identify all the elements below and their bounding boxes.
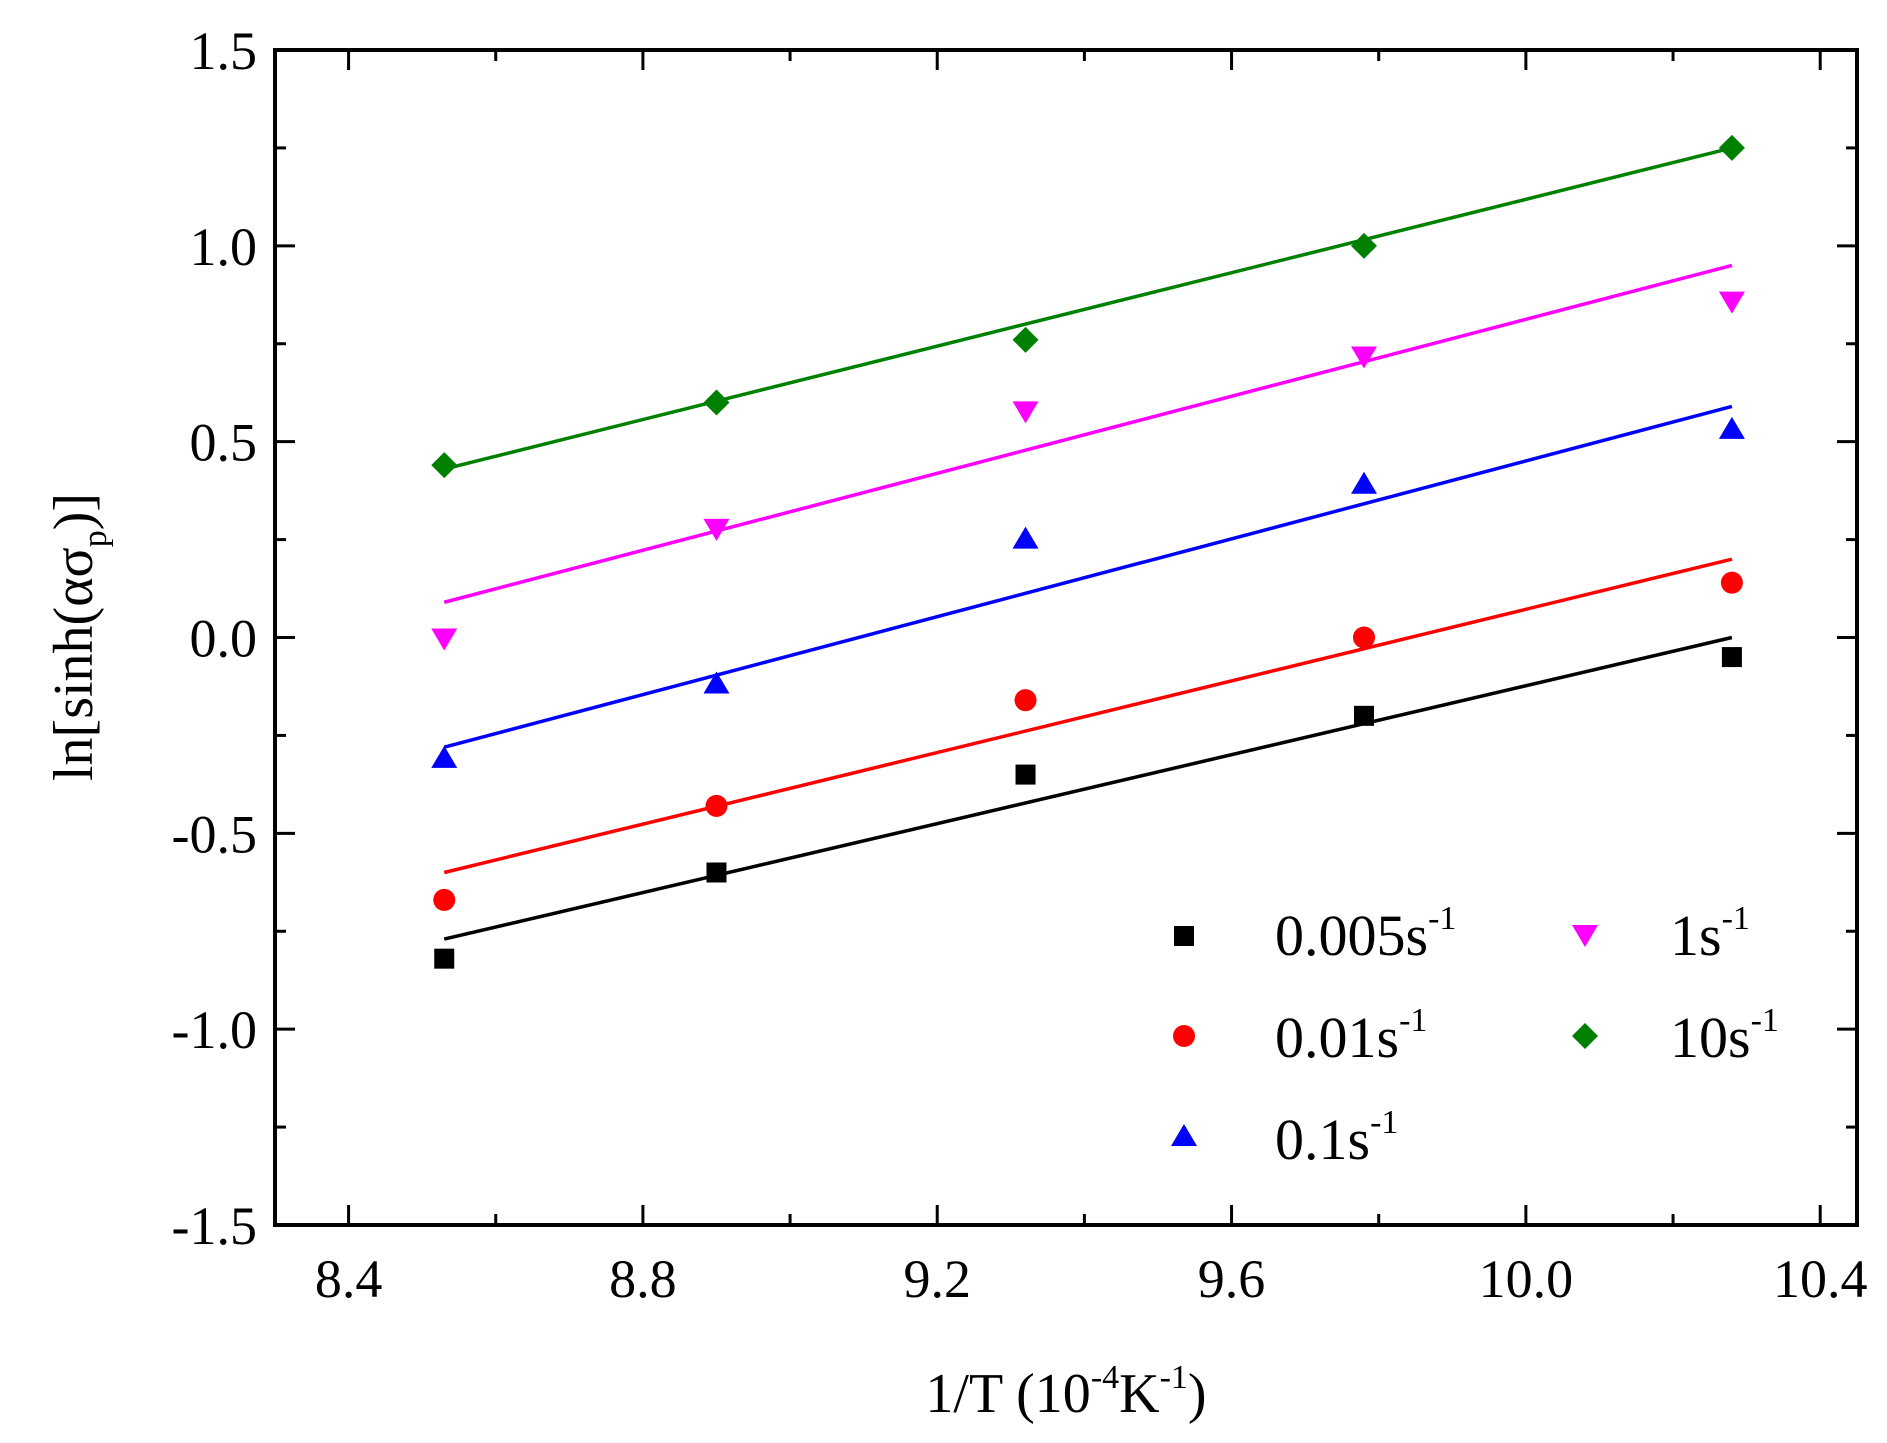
fit-lines (443, 146, 1733, 941)
fit-line-0.1s (443, 404, 1733, 749)
legend-label-1: 1s (1670, 903, 1722, 968)
svg-text:10s-1: 10s-1 (1670, 1002, 1779, 1070)
legend-sup-0.1: -1 (1370, 1104, 1398, 1141)
legend-marker-square (1174, 926, 1194, 946)
data-point-10s (1718, 134, 1745, 161)
legend-marker-circle (1173, 1025, 1195, 1047)
data-point-1s (431, 628, 458, 651)
legend-marker-triangle-down (1572, 925, 1598, 947)
y-tick-label: -1.0 (172, 1000, 257, 1060)
svg-text:0.005s-1: 0.005s-1 (1275, 900, 1456, 968)
data-point-0.005s (434, 948, 455, 969)
legend-sup-0.005: -1 (1428, 900, 1456, 937)
legend-label-0.005: 0.005s (1275, 903, 1428, 968)
legend-item-0.1: 0.1s-1 (1171, 1104, 1398, 1172)
x-tick-label: 8.8 (609, 1249, 677, 1309)
data-point-1s (1351, 346, 1378, 369)
data-point-0.01s (705, 794, 728, 817)
legend-marker-triangle-up (1171, 1124, 1197, 1146)
legend-marker-diamond (1572, 1023, 1598, 1049)
y-tick-label: 0.0 (190, 609, 258, 669)
data-point-0.1s (1351, 471, 1378, 494)
data-point-10s (431, 452, 458, 479)
y-tick-label: 1.5 (190, 21, 258, 81)
data-points (431, 134, 1745, 969)
legend-item-0.005: 0.005s-1 (1174, 900, 1456, 968)
data-point-0.01s (1720, 571, 1743, 594)
legend-sup-0.01: -1 (1399, 1002, 1427, 1039)
data-point-0.1s (431, 745, 458, 768)
svg-text:0.01s-1: 0.01s-1 (1275, 1002, 1427, 1070)
legend-sup-10: -1 (1751, 1002, 1779, 1039)
fit-line-0.005s (443, 635, 1733, 941)
data-point-0.1s (1012, 526, 1039, 549)
data-point-0.005s (706, 862, 727, 883)
legend-label-0.01: 0.01s (1275, 1005, 1399, 1070)
x-axis-title-suffix: ) (1188, 1363, 1207, 1425)
x-axis-title-sup1: -4 (1091, 1359, 1119, 1396)
x-axis-title-prefix: 1/T (10 (925, 1363, 1090, 1425)
x-tick-label: 9.2 (903, 1249, 971, 1309)
data-point-1s (703, 518, 730, 541)
data-point-10s (1012, 326, 1039, 353)
x-tick-label: 10.0 (1479, 1249, 1574, 1309)
fit-line-10s (443, 146, 1733, 471)
data-point-0.005s (1354, 705, 1375, 726)
legend-item-0.01: 0.01s-1 (1173, 1002, 1427, 1070)
data-point-0.005s (1015, 764, 1036, 785)
x-axis-title: 1/T (10-4K-1) (925, 1359, 1206, 1425)
y-tick-label: 0.5 (190, 413, 258, 473)
legend-label-0.1: 0.1s (1275, 1107, 1370, 1172)
fit-line-1s (443, 263, 1733, 604)
x-tick-label: 10.4 (1773, 1249, 1868, 1309)
y-tick-label: 1.0 (190, 217, 258, 277)
legend-sup-1: -1 (1722, 900, 1750, 937)
data-point-0.1s (703, 671, 730, 694)
x-tick-label: 8.4 (315, 1249, 383, 1309)
data-point-10s (703, 389, 730, 416)
y-axis-title-suffix: )] (43, 493, 105, 530)
y-tick-label: -1.5 (172, 1196, 257, 1256)
data-point-0.01s (1014, 689, 1037, 712)
data-point-10s (1351, 232, 1378, 259)
axis-ticks: 8.4 8.8 9.2 9.6 10.0 10.4 -1.5 -1.0 -0.5 0.0 0.5 1.… (172, 21, 1868, 1309)
data-point-0.1s (1718, 416, 1745, 439)
legend-label-10: 10s (1670, 1005, 1751, 1070)
y-tick-label: -0.5 (172, 804, 257, 864)
data-point-0.01s (1353, 626, 1376, 649)
data-point-1s (1718, 291, 1745, 314)
data-point-1s (1012, 401, 1039, 424)
fit-line-0.01s (443, 557, 1733, 875)
legend-item-10: 10s-1 (1572, 1002, 1779, 1070)
y-axis-title: ln[sinh(ασp)] (43, 493, 114, 781)
svg-text:1s-1: 1s-1 (1670, 900, 1750, 968)
x-axis-title-sup2: -1 (1160, 1359, 1188, 1396)
legend: 0.005s-1 0.01s-1 0.1s-1 1s-1 10s-1 (1171, 900, 1779, 1172)
data-point-0.005s (1721, 647, 1742, 668)
legend-item-1: 1s-1 (1572, 900, 1750, 968)
data-point-0.01s (433, 888, 456, 911)
plot-frame (273, 48, 1859, 1227)
y-axis-title-prefix: ln[sinh(ασ (43, 547, 105, 781)
svg-text:0.1s-1: 0.1s-1 (1275, 1104, 1398, 1172)
x-axis-title-mid: K (1119, 1363, 1159, 1425)
x-tick-label: 9.6 (1198, 1249, 1266, 1309)
y-axis-title-sub: p (77, 530, 114, 547)
